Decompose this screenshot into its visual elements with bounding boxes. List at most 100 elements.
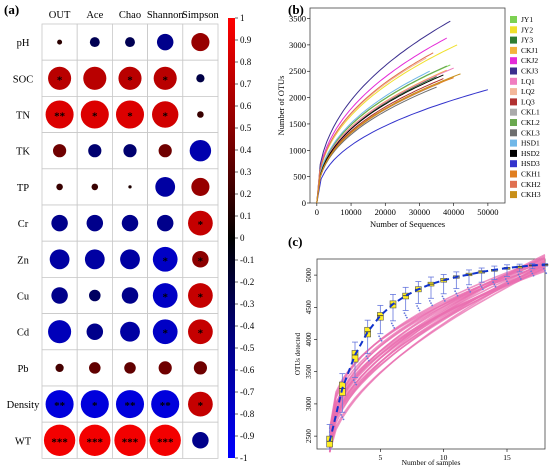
y-tick-label: 2500 (305, 429, 313, 444)
significance-stars: * (162, 111, 168, 123)
correlation-circle (152, 283, 178, 308)
outlier-point (366, 357, 369, 360)
rarefaction-curve-lq3 (316, 78, 444, 204)
random-accumulation-curve (328, 262, 546, 453)
outlier-point (392, 324, 394, 327)
rarefaction-curve-hsd3 (316, 89, 489, 204)
correlation-circle (45, 390, 74, 419)
legend-swatch (510, 139, 517, 147)
rarefaction-curve-ckj2 (316, 37, 448, 204)
rarefaction-curve-jy2 (316, 44, 458, 204)
row-label-pb: Pb (17, 364, 28, 375)
correlation-circle (152, 101, 179, 128)
rarefaction-curve-lq2 (316, 57, 427, 204)
legend-swatch (510, 149, 517, 157)
box (377, 312, 384, 321)
random-accumulation-curve (328, 263, 546, 445)
random-accumulation-curve (328, 255, 546, 453)
y-tick-label: 1000 (289, 145, 306, 155)
significance-stars: *** (157, 436, 174, 448)
x-tick-label: 5 (378, 453, 382, 462)
rarefaction-curve-hsd1 (316, 70, 430, 204)
outlier-point (442, 297, 445, 300)
significance-stars: ** (54, 111, 66, 123)
correlation-circle (84, 249, 105, 270)
correlation-circle (189, 139, 212, 162)
legend-swatch (510, 88, 517, 96)
correlation-circle (192, 432, 209, 449)
outlier-point (378, 335, 381, 338)
significance-stars: * (92, 400, 98, 412)
x-axis-title: Number of samples (402, 458, 461, 467)
random-accumulation-curve (328, 266, 546, 449)
correlation-circle (197, 111, 204, 118)
correlation-circle (152, 246, 178, 272)
correlation-circle (149, 424, 181, 456)
outlier-point (418, 309, 421, 312)
correlation-circle (120, 249, 140, 270)
colorbar-tick-label: 0.3 (240, 167, 252, 177)
colorbar-tick-label: 0.8 (240, 57, 252, 67)
colorbar-tick-label: -0.8 (240, 409, 255, 419)
outlier-point (504, 278, 507, 280)
correlation-circle (120, 321, 140, 342)
y-tick-label: 3500 (289, 14, 306, 24)
y-axis-title: OTUs detected (294, 332, 302, 375)
random-accumulation-curve (328, 264, 546, 438)
colorbar-tick-label: 0.5 (240, 123, 252, 133)
x-tick-label: 40000 (443, 207, 464, 217)
random-accumulation-curve (328, 257, 546, 437)
legend-label-jy2: JY2 (521, 25, 533, 34)
random-accumulation-curve (328, 265, 546, 430)
outlier-point (355, 383, 358, 386)
correlation-circle (191, 177, 210, 196)
correlation-circle (48, 320, 72, 344)
y-tick-label: 2500 (289, 66, 306, 76)
significance-stars: * (198, 328, 204, 340)
correlation-circle (89, 289, 101, 302)
legend-label-lq1: LQ1 (521, 77, 535, 86)
outlier-point (542, 267, 545, 270)
outlier-point (390, 322, 393, 325)
colorbar-tick-label: -1 (240, 453, 248, 463)
random-accumulation-curve (328, 262, 546, 453)
correlation-circle (89, 37, 100, 48)
significance-stars: * (127, 74, 133, 86)
outlier-point (531, 272, 534, 275)
correlation-circle (153, 66, 177, 90)
outlier-point (493, 283, 496, 286)
correlation-circle (79, 424, 111, 456)
outlier-point (430, 302, 432, 305)
correlation-circle (115, 100, 145, 129)
correlation-circle (188, 210, 213, 236)
random-accumulation-curve (328, 260, 546, 441)
random-accumulation-curve (328, 267, 546, 441)
legend-swatch (510, 67, 517, 75)
y-tick-label: 3000 (305, 396, 313, 411)
x-tick-label: 30000 (409, 207, 430, 217)
rarefaction-curve-panel: (b) 0 10000 20000 30000 40000 50000 0 500 1000 15… (276, 2, 541, 229)
y-tick-label: 3500 (305, 364, 313, 379)
x-tick-label: 50000 (477, 207, 498, 217)
column-header-simpson: Simpson (182, 10, 220, 21)
colorbar-tick-label: 0.6 (240, 101, 252, 111)
correlation-circle (91, 183, 99, 191)
significance-stars: * (198, 255, 204, 267)
legend-label-jy1: JY1 (521, 15, 533, 24)
outlier-point (365, 355, 368, 358)
legend-swatch (510, 46, 517, 54)
x-tick-label: 15 (503, 453, 511, 462)
column-header-ace: Ace (86, 10, 103, 21)
correlation-circle (86, 214, 104, 232)
correlation-circle (155, 177, 176, 197)
correlation-circle (89, 362, 101, 374)
legend-label-lq3: LQ3 (521, 97, 535, 106)
colorbar-tick-label: 1 (240, 13, 245, 23)
row-label-ph: pH (17, 38, 30, 49)
legend-swatch (510, 36, 517, 44)
panel-c-label: (c) (288, 234, 302, 249)
colorbar-tick-label: -0.3 (240, 299, 255, 309)
significance-stars: ** (160, 400, 172, 412)
